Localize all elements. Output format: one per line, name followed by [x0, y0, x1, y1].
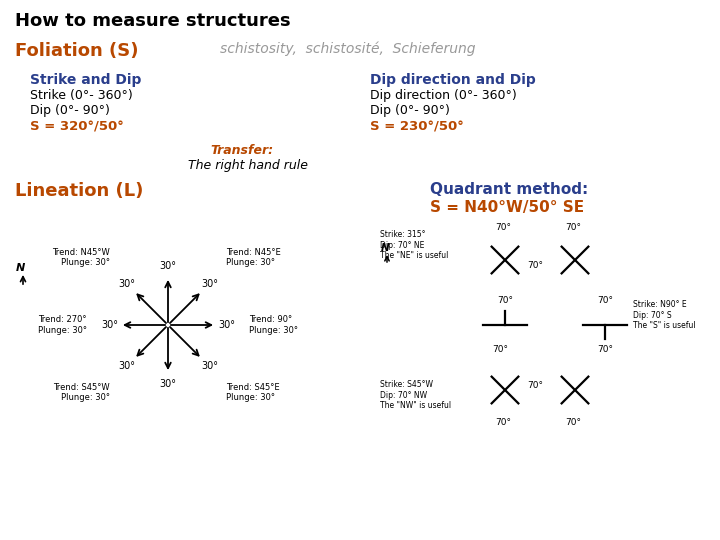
Text: Trend: 270°
Plunge: 30°: Trend: 270° Plunge: 30° [38, 315, 87, 335]
Text: Quadrant method:: Quadrant method: [430, 182, 588, 197]
Text: S = N40°W/50° SE: S = N40°W/50° SE [430, 200, 584, 215]
Text: Foliation (S): Foliation (S) [15, 42, 138, 60]
Text: Strike: N90° E
Dip: 70° S
The "S" is useful: Strike: N90° E Dip: 70° S The "S" is use… [633, 300, 696, 330]
Text: Trend: N45°W
Plunge: 30°: Trend: N45°W Plunge: 30° [53, 248, 110, 267]
Text: 70°: 70° [497, 296, 513, 305]
Text: 30°: 30° [160, 261, 176, 272]
Text: 70°: 70° [527, 381, 543, 389]
Text: How to measure structures: How to measure structures [15, 12, 291, 30]
Text: Strike: S45°W
Dip: 70° NW
The "NW" is useful: Strike: S45°W Dip: 70° NW The "NW" is us… [380, 380, 451, 410]
Text: 30°: 30° [118, 279, 135, 288]
Text: 70°: 70° [495, 223, 511, 232]
Text: 30°: 30° [118, 361, 135, 372]
Text: 70°: 70° [565, 223, 581, 232]
Text: 30°: 30° [160, 379, 176, 389]
Text: Strike and Dip: Strike and Dip [30, 73, 141, 87]
Text: Dip (0°- 90°): Dip (0°- 90°) [370, 104, 450, 117]
Text: The right hand rule: The right hand rule [188, 159, 308, 172]
Text: 70°: 70° [527, 260, 543, 269]
Text: Dip (0°- 90°): Dip (0°- 90°) [30, 104, 110, 117]
Text: 30°: 30° [201, 361, 218, 372]
Text: 70°: 70° [597, 345, 613, 354]
Text: 30°: 30° [201, 279, 218, 288]
Text: Trend: S45°W
Plunge: 30°: Trend: S45°W Plunge: 30° [53, 383, 110, 402]
Text: 70°: 70° [565, 418, 581, 427]
Text: 70°: 70° [495, 418, 511, 427]
Text: S = 320°/50°: S = 320°/50° [30, 120, 124, 133]
Text: Transfer:: Transfer: [210, 144, 273, 157]
Text: Strike: 315°
Dip: 70° NE
The "NE" is useful: Strike: 315° Dip: 70° NE The "NE" is use… [380, 230, 449, 260]
Text: Strike (0°- 360°): Strike (0°- 360°) [30, 89, 132, 102]
Text: N: N [381, 243, 390, 253]
Text: 30°: 30° [218, 320, 235, 330]
Text: Trend: 90°
Plunge: 30°: Trend: 90° Plunge: 30° [249, 315, 298, 335]
Text: Dip direction and Dip: Dip direction and Dip [370, 73, 536, 87]
Text: Trend: S45°E
Plunge: 30°: Trend: S45°E Plunge: 30° [226, 383, 279, 402]
Text: Trend: N45°E
Plunge: 30°: Trend: N45°E Plunge: 30° [226, 248, 281, 267]
Text: 30°: 30° [101, 320, 118, 330]
Text: N: N [15, 263, 24, 273]
Text: Lineation (L): Lineation (L) [15, 182, 143, 200]
Text: 70°: 70° [492, 345, 508, 354]
Text: 70°: 70° [597, 296, 613, 305]
Text: schistosity,  schistosité,  Schieferung: schistosity, schistosité, Schieferung [220, 42, 475, 57]
Text: Dip direction (0°- 360°): Dip direction (0°- 360°) [370, 89, 517, 102]
Text: S = 230°/50°: S = 230°/50° [370, 120, 464, 133]
